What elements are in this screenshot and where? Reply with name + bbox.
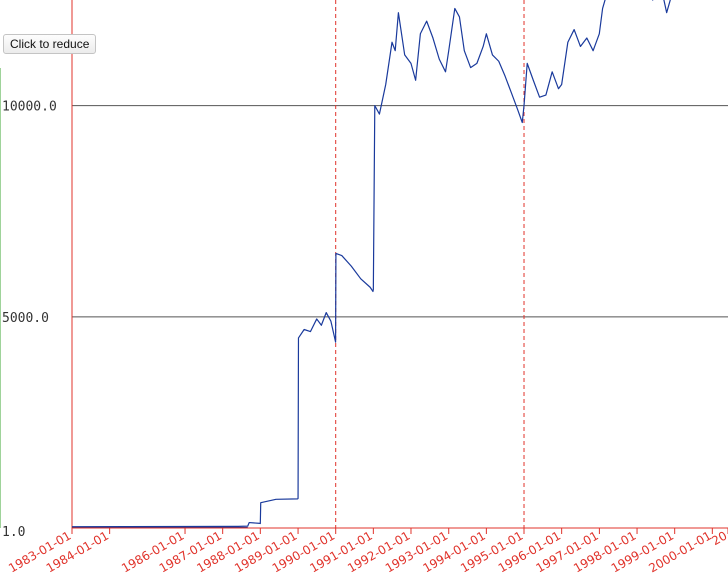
axis-layer [0, 0, 728, 534]
series-layer [71, 0, 671, 528]
y-tick-label: 5000.0 [2, 311, 49, 326]
y-tick-label: 1.0 [2, 525, 25, 540]
y-tick-labels: 1.0 5000.0 10000.0 [2, 100, 57, 540]
grid-layer [72, 0, 728, 528]
x-tick-label: 20 [709, 528, 728, 548]
series-line-0 [71, 0, 671, 528]
y-tick-label: 10000.0 [2, 100, 57, 115]
reduce-button[interactable]: Click to reduce [3, 34, 97, 54]
